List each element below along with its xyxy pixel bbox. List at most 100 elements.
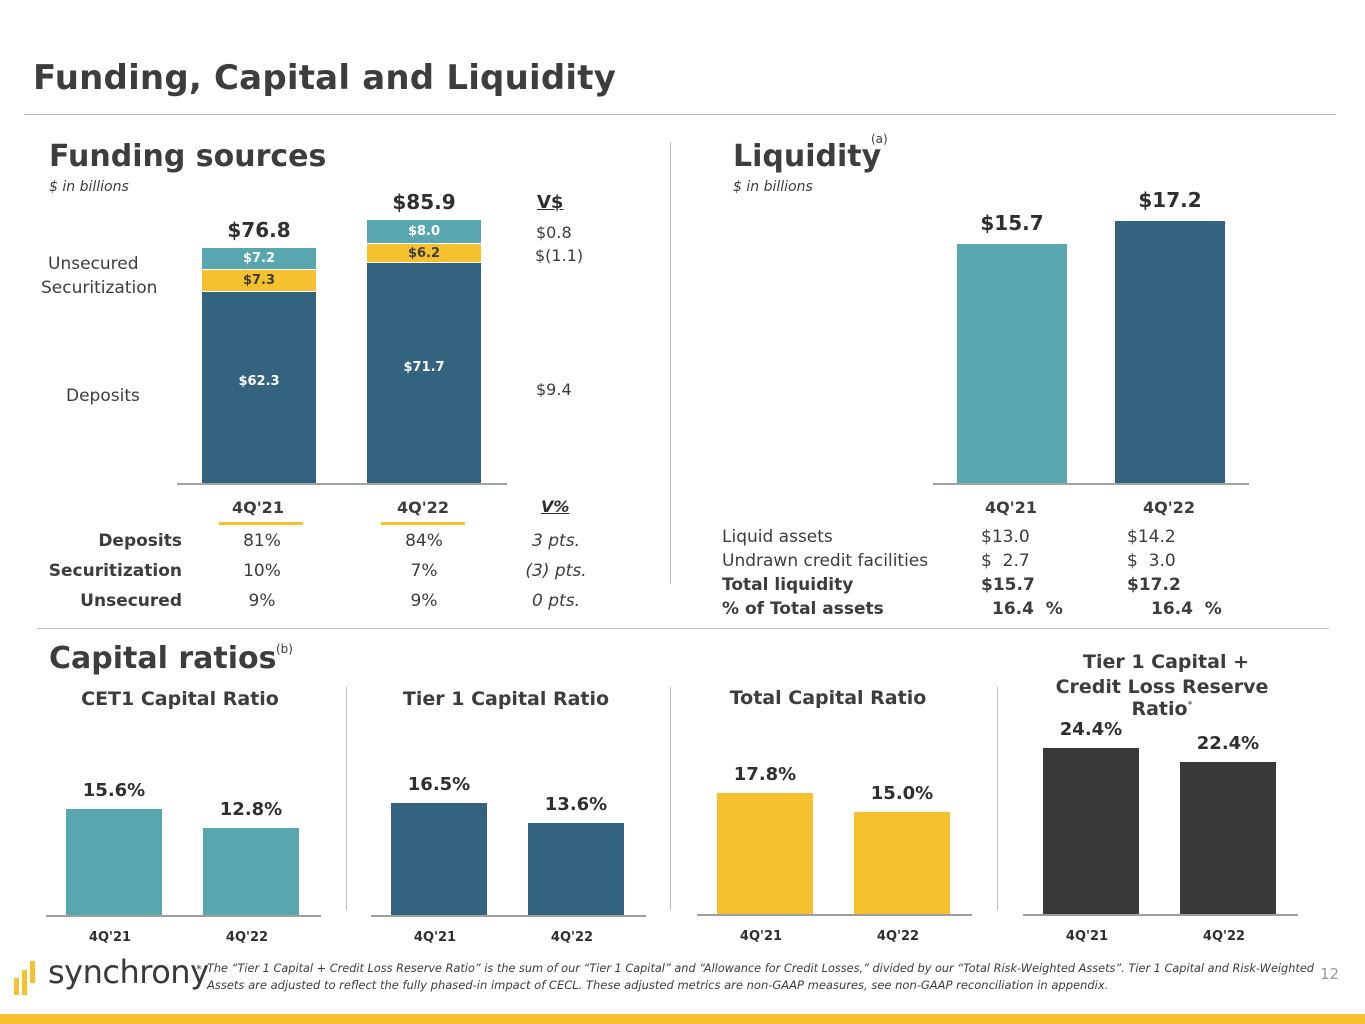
liquidity-row-4q22-3: 16.4 % [1151, 599, 1222, 619]
liquidity-row-4q22-1: $ 3.0 [1127, 551, 1176, 571]
capital-divider-2 [670, 687, 671, 910]
section-divider [670, 142, 671, 584]
total-capital-bar-label-1: 15.0% [870, 783, 934, 804]
title-divider [24, 114, 1336, 115]
liquidity-row-4q22-2: $17.2 [1127, 575, 1181, 595]
bar-securitization-1: $6.2 [367, 244, 481, 264]
liquidity-row-4q21-0: $13.0 [981, 527, 1030, 547]
liquidity-bar-0 [957, 243, 1067, 483]
cet1-cat-0: 4Q'21 [88, 930, 132, 945]
row-label-deposits: Deposits [66, 386, 140, 406]
liquidity-bar-1 [1115, 221, 1225, 483]
liquidity-row-4q21-2: $15.7 [981, 575, 1035, 595]
funding-title: Funding sources [49, 139, 327, 174]
bar-securitization-0: $7.3 [202, 269, 316, 293]
change-securitization: $(1.1) [535, 246, 584, 265]
total-capital-cat-1: 4Q'22 [876, 929, 920, 944]
funding-cat-4q22: 4Q'22 [397, 498, 449, 517]
funding-axis [177, 483, 507, 485]
capital-divider-1 [346, 687, 347, 910]
tier1-clr-asterisk: * [1187, 699, 1193, 711]
cet1-cat-1: 4Q'22 [225, 930, 269, 945]
tier1-clr-cat-0: 4Q'21 [1065, 929, 1109, 944]
mix-4q22-0: 84% [405, 531, 443, 551]
cet1-title: CET1 Capital Ratio [81, 688, 279, 710]
bar-label-deposits-0: $62.3 [238, 374, 280, 390]
bar-deposits-0: $62.3 [202, 292, 316, 483]
capital-title: Capital ratios [49, 641, 277, 676]
tier1-clr-title-line1: Tier 1 Capital + [1082, 651, 1249, 673]
capital-divider-3 [997, 687, 998, 910]
underline-4q21 [219, 522, 303, 525]
liquidity-cat-4q22: 4Q'22 [1143, 498, 1195, 517]
total-capital-title: Total Capital Ratio [729, 687, 927, 709]
liquidity-row-label-0: Liquid assets [722, 527, 833, 547]
tier1-cat-1: 4Q'22 [550, 930, 594, 945]
tier1-clr-title-text: Credit Loss Reserve Ratio [1055, 676, 1269, 720]
cet1-bar-1 [203, 827, 299, 915]
liquidity-bar-label-1: $17.2 [1138, 188, 1202, 212]
liquidity-row-4q22-0: $14.2 [1127, 527, 1176, 547]
tier1-clr-cat-1: 4Q'22 [1202, 929, 1246, 944]
footer-accent-bar [0, 1014, 1365, 1024]
liquidity-cat-4q21: 4Q'21 [985, 498, 1037, 517]
tier1-bar-1 [528, 822, 624, 915]
tier1-axis [371, 915, 646, 917]
row-label-unsecured: Unsecured [48, 254, 139, 274]
footnote-line-2: Assets are adjusted to reflect the fully… [207, 978, 1109, 992]
total-capital-cat-0: 4Q'21 [739, 929, 783, 944]
liquidity-bar-label-0: $15.7 [980, 210, 1044, 235]
liquidity-row-label-2: Total liquidity [722, 575, 854, 595]
tier1-clr-bar-label-1: 22.4% [1196, 732, 1260, 754]
tier1-clr-title-line2: Credit Loss Reserve Ratio* [1026, 676, 1298, 720]
liquidity-row-4q21-3: 16.4 % [992, 599, 1063, 619]
cet1-bar-0 [66, 808, 162, 915]
funding-cat-4q21: 4Q'21 [232, 498, 284, 517]
total-capital-bar-0 [717, 792, 813, 914]
footnote-line-1: The “Tier 1 Capital + Credit Loss Reserv… [207, 962, 1314, 975]
synchrony-logo-icon [14, 958, 44, 998]
pct-header: V% [541, 497, 570, 516]
bar-deposits-1: $71.7 [367, 263, 481, 483]
mix-change-2: 0 pts. [532, 591, 580, 611]
mix-change-0: 3 pts. [532, 531, 580, 551]
mix-label-1: Securitization [48, 561, 182, 581]
mix-4q22-2: 9% [410, 591, 438, 611]
liquidity-footnote-marker: (a) [871, 132, 888, 146]
total-capital-axis [697, 914, 972, 916]
mix-4q21-1: 10% [243, 561, 281, 581]
liquidity-row-label-3: % of Total assets [722, 599, 884, 619]
tier1-clr-bar-label-0: 24.4% [1059, 719, 1123, 741]
total-capital-bar-label-0: 17.8% [733, 763, 797, 785]
tier1-clr-bar-0 [1043, 748, 1139, 914]
bar-total-0: $76.8 [227, 217, 291, 242]
liquidity-title-text: Liquidity [733, 139, 882, 174]
underline-4q22 [381, 522, 465, 525]
cet1-bar-label-0: 15.6% [82, 779, 146, 801]
bar-label-securitization-0: $7.3 [242, 273, 276, 289]
bar-label-unsecured-0: $7.2 [242, 250, 276, 266]
bar-unsecured-0: $7.2 [202, 247, 316, 270]
tier1-bar-label-1: 13.6% [544, 793, 608, 815]
liquidity-axis [933, 483, 1249, 485]
synchrony-logo-text: synchrony [48, 953, 209, 991]
liquidity-row-label-1: Undrawn credit facilities [722, 551, 929, 571]
page-title: Funding, Capital and Liquidity [33, 58, 617, 98]
page-number: 12 [1320, 965, 1340, 983]
tier1-title: Tier 1 Capital Ratio [402, 688, 610, 710]
liquidity-title: Liquidity [733, 139, 881, 174]
tier1-clr-axis [1023, 914, 1298, 916]
bar-total-1: $85.9 [392, 190, 456, 214]
capital-footnote-marker: (b) [276, 642, 293, 656]
change-deposits: $9.4 [536, 380, 572, 399]
funding-unit: $ in billions [49, 179, 129, 195]
bar-unsecured-1: $8.0 [367, 220, 481, 245]
mix-change-1: (3) pts. [525, 561, 587, 581]
tier1-clr-bar-1 [1180, 761, 1276, 914]
row-label-securitization: Securitization [41, 278, 158, 298]
footnote-marker: * [196, 962, 202, 976]
tier1-bar-0 [391, 802, 487, 915]
liquidity-unit: $ in billions [733, 179, 813, 195]
mix-label-0: Deposits [98, 531, 182, 551]
tier1-bar-label-0: 16.5% [407, 773, 471, 795]
